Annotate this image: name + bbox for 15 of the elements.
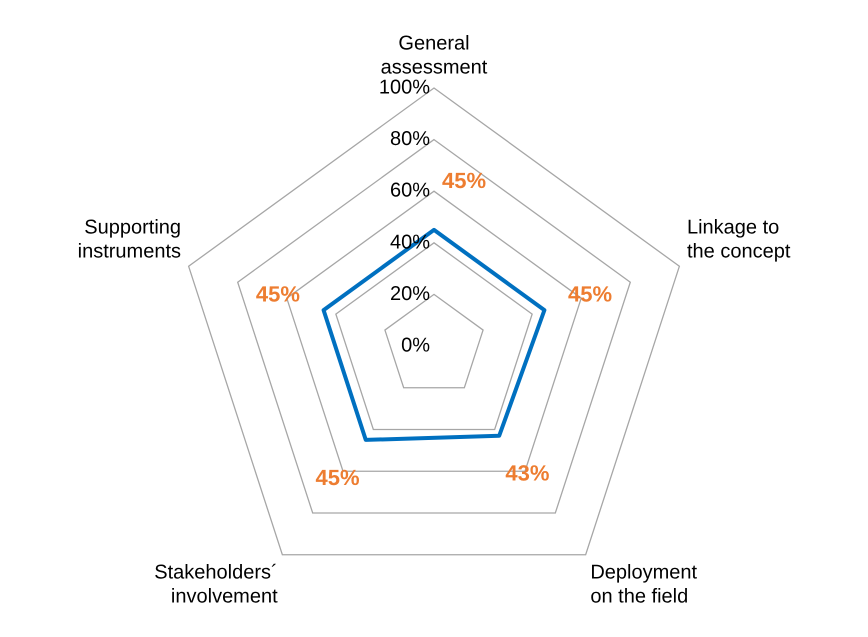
y-tick-label: 20%	[390, 282, 430, 305]
data-label: 45%	[568, 281, 612, 306]
y-tick-label: 100%	[378, 76, 430, 99]
spoke-label: Stakeholders´ involvement	[154, 562, 278, 608]
data-label: 45%	[256, 281, 300, 306]
spoke-label: Supporting instruments	[78, 216, 182, 262]
y-tick-label: 60%	[390, 180, 430, 202]
data-label: 45%	[442, 168, 486, 193]
spoke-label: Linkage to the concept	[686, 216, 791, 262]
spoke-label: Deployment on the field	[590, 562, 698, 608]
y-tick-label: 0%	[401, 334, 430, 357]
data-label: 45%	[316, 464, 360, 490]
spoke-label: General assessment	[380, 32, 488, 79]
data-label: 43%	[505, 460, 550, 486]
y-tick-label: 80%	[390, 128, 430, 150]
